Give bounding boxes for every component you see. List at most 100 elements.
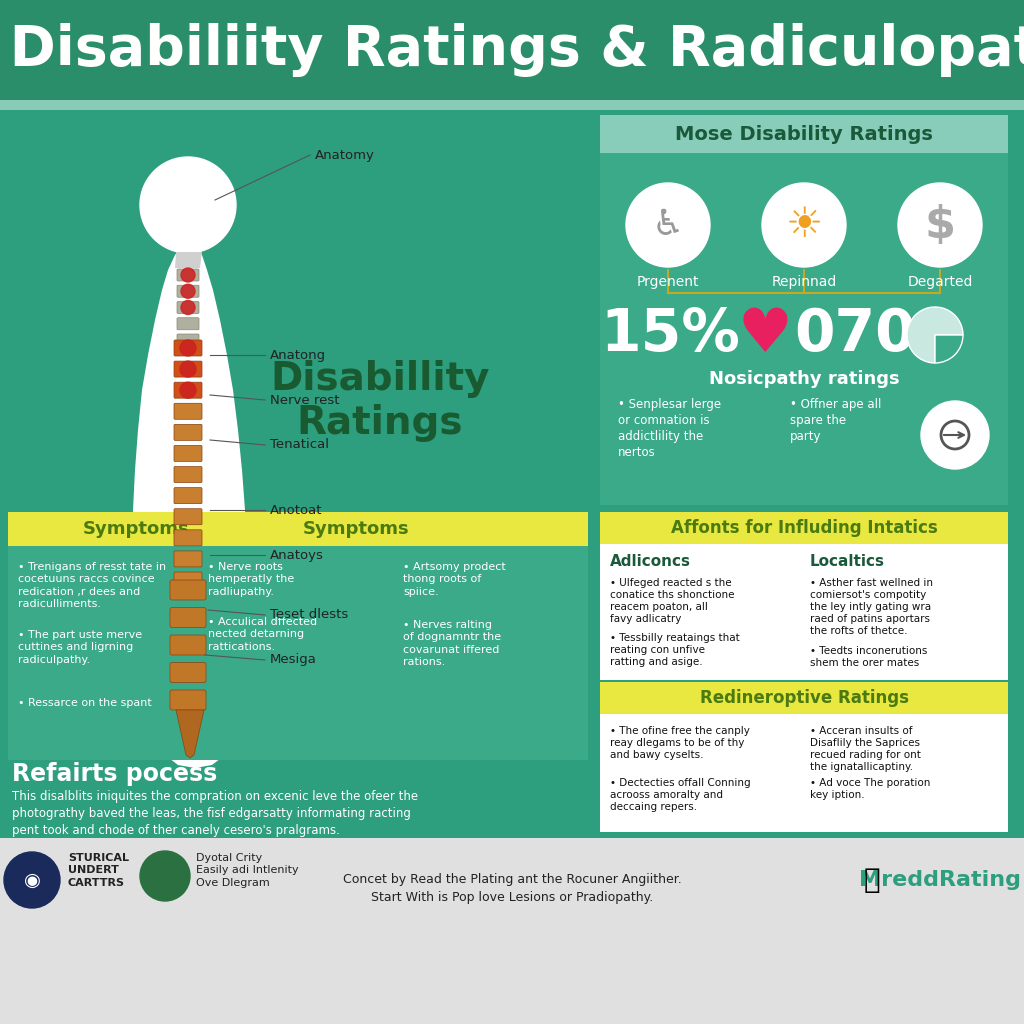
- Text: Concet by Read the Plating ant the Rocuner Angiither.
Start With is Pop love Les: Concet by Read the Plating ant the Rocun…: [343, 873, 681, 904]
- FancyBboxPatch shape: [174, 403, 202, 419]
- FancyBboxPatch shape: [170, 580, 206, 600]
- Text: ♥: ♥: [737, 305, 793, 365]
- Circle shape: [180, 382, 196, 398]
- Text: Anotoat: Anotoat: [270, 504, 323, 516]
- Text: Anatong: Anatong: [270, 348, 326, 361]
- Text: Adliconcs: Adliconcs: [610, 554, 691, 569]
- FancyBboxPatch shape: [0, 0, 1024, 100]
- Text: • Acculical dffected
nected detarning
rattications.: • Acculical dffected nected detarning ra…: [208, 617, 317, 652]
- Circle shape: [180, 361, 196, 377]
- FancyBboxPatch shape: [600, 115, 1008, 505]
- FancyBboxPatch shape: [170, 607, 206, 628]
- Circle shape: [181, 285, 195, 298]
- Text: Degarted: Degarted: [907, 275, 973, 289]
- Text: ♿: ♿: [652, 208, 684, 242]
- Text: • Tessbilly reataings that
reating con unfive
ratting and asige.: • Tessbilly reataings that reating con u…: [610, 633, 739, 667]
- Text: Mesiga: Mesiga: [270, 653, 316, 667]
- Text: STURICAL
UNDERT
CARTTRS: STURICAL UNDERT CARTTRS: [68, 853, 129, 888]
- Text: Nosicpathy ratings: Nosicpathy ratings: [709, 370, 899, 388]
- Circle shape: [762, 183, 846, 267]
- Text: • Ulfeged reacted s the
conatice ths shonctione
reacem poaton, all
favy adlicatr: • Ulfeged reacted s the conatice ths sho…: [610, 578, 734, 624]
- FancyBboxPatch shape: [8, 512, 588, 546]
- Circle shape: [921, 401, 989, 469]
- FancyBboxPatch shape: [174, 487, 202, 504]
- Text: Mose Disability Ratings: Mose Disability Ratings: [675, 125, 933, 143]
- FancyBboxPatch shape: [174, 382, 202, 398]
- Text: Refairts pocess: Refairts pocess: [12, 762, 217, 786]
- Text: • Senplesar lerge
or comnation is
addictlility the
nertos: • Senplesar lerge or comnation is addict…: [618, 398, 721, 459]
- FancyBboxPatch shape: [0, 100, 1024, 110]
- FancyBboxPatch shape: [600, 115, 1008, 153]
- Text: Symptoms: Symptoms: [303, 520, 410, 538]
- FancyBboxPatch shape: [174, 509, 202, 524]
- Text: • The part uste merve
cuttines and ligrning
radiculpathy.: • The part uste merve cuttines and ligrn…: [18, 630, 142, 665]
- Wedge shape: [907, 307, 963, 362]
- FancyBboxPatch shape: [177, 317, 199, 330]
- Circle shape: [4, 852, 60, 908]
- Text: Dyotal Crity
Easily adi Intlenity
Ove Dlegram: Dyotal Crity Easily adi Intlenity Ove Dl…: [196, 853, 299, 888]
- Text: Redineroptive Ratings: Redineroptive Ratings: [699, 689, 908, 707]
- Circle shape: [140, 851, 190, 901]
- Text: Symptoms: Symptoms: [82, 520, 188, 538]
- Text: Localtics: Localtics: [810, 554, 885, 569]
- FancyBboxPatch shape: [174, 467, 202, 482]
- Polygon shape: [175, 252, 202, 268]
- Text: • Ad voce The poration
key iption.: • Ad voce The poration key iption.: [810, 778, 931, 800]
- Text: • Nerves ralting
of dognamntr the
covarunat iffered
rations.: • Nerves ralting of dognamntr the covaru…: [403, 620, 501, 668]
- FancyBboxPatch shape: [170, 663, 206, 683]
- Text: • Teedts inconerutions
shem the orer mates: • Teedts inconerutions shem the orer mat…: [810, 646, 928, 668]
- Circle shape: [898, 183, 982, 267]
- Text: Affonts for Influding Intatics: Affonts for Influding Intatics: [671, 519, 937, 537]
- Text: This disalblits iniquites the compration on excenic leve the ofeer the
photograt: This disalblits iniquites the compration…: [12, 790, 418, 837]
- Text: • Asther fast wellned in
comiersot's compotity
the ley intly gating wra
raed of : • Asther fast wellned in comiersot's com…: [810, 578, 933, 636]
- FancyBboxPatch shape: [174, 445, 202, 462]
- Text: MreddRating: MreddRating: [859, 870, 1021, 890]
- Text: • Artsomy prodect
thong roots of
spiice.: • Artsomy prodect thong roots of spiice.: [403, 562, 506, 597]
- Circle shape: [626, 183, 710, 267]
- Text: Prgenent: Prgenent: [637, 275, 699, 289]
- Text: • Dectecties offall Conning
acrooss amoralty and
deccaing repers.: • Dectecties offall Conning acrooss amor…: [610, 778, 751, 812]
- FancyBboxPatch shape: [177, 334, 199, 346]
- FancyBboxPatch shape: [177, 301, 199, 313]
- Text: • Offner ape all
spare the
party: • Offner ape all spare the party: [790, 398, 882, 443]
- FancyBboxPatch shape: [170, 690, 206, 710]
- Text: • Nerve roots
hemperatly the
radliupathy.: • Nerve roots hemperatly the radliupathy…: [208, 562, 294, 597]
- Text: ◉: ◉: [24, 870, 41, 890]
- Text: • Trenigans of resst tate in
cocetuuns raccs covince
redication ,r dees and
radi: • Trenigans of resst tate in cocetuuns r…: [18, 562, 166, 609]
- FancyBboxPatch shape: [174, 361, 202, 377]
- Text: $: $: [925, 204, 955, 247]
- Circle shape: [140, 157, 236, 253]
- FancyBboxPatch shape: [174, 424, 202, 440]
- Text: • The ofine free the canply
reay dlegams to be of thy
and bawy cyselts.: • The ofine free the canply reay dlegams…: [610, 726, 750, 760]
- Text: • Acceran insults of
Disaflily the Saprices
recued rading for ont
the ignatallic: • Acceran insults of Disaflily the Sapri…: [810, 726, 921, 772]
- FancyBboxPatch shape: [174, 529, 202, 546]
- Text: Anatomy: Anatomy: [315, 148, 375, 162]
- Text: Teset dlests: Teset dlests: [270, 608, 348, 622]
- FancyBboxPatch shape: [177, 269, 199, 281]
- FancyBboxPatch shape: [170, 635, 206, 655]
- FancyBboxPatch shape: [600, 714, 1008, 831]
- Text: 🌿: 🌿: [863, 866, 881, 894]
- FancyBboxPatch shape: [600, 682, 1008, 714]
- Text: • Ressarce on the spant: • Ressarce on the spant: [18, 698, 152, 708]
- Text: Anatoys: Anatoys: [270, 549, 324, 561]
- FancyBboxPatch shape: [8, 546, 588, 760]
- Text: 15%: 15%: [600, 306, 740, 364]
- Text: 070: 070: [795, 306, 915, 364]
- FancyBboxPatch shape: [174, 340, 202, 356]
- FancyBboxPatch shape: [600, 512, 1008, 544]
- Text: Nerve rest: Nerve rest: [270, 393, 340, 407]
- Wedge shape: [935, 335, 963, 362]
- FancyBboxPatch shape: [0, 838, 1024, 1024]
- Circle shape: [181, 268, 195, 282]
- Text: Disabillity
Ratings: Disabillity Ratings: [270, 360, 489, 442]
- FancyBboxPatch shape: [600, 544, 1008, 680]
- Text: Repinnad: Repinnad: [771, 275, 837, 289]
- FancyBboxPatch shape: [174, 572, 202, 588]
- Text: VA Disabiliity Ratings & Radiculopathy: VA Disabiliity Ratings & Radiculopathy: [0, 23, 1024, 77]
- Circle shape: [180, 340, 196, 356]
- FancyBboxPatch shape: [174, 551, 202, 567]
- FancyBboxPatch shape: [177, 286, 199, 297]
- Polygon shape: [132, 242, 248, 768]
- Text: Tenatical: Tenatical: [270, 438, 329, 452]
